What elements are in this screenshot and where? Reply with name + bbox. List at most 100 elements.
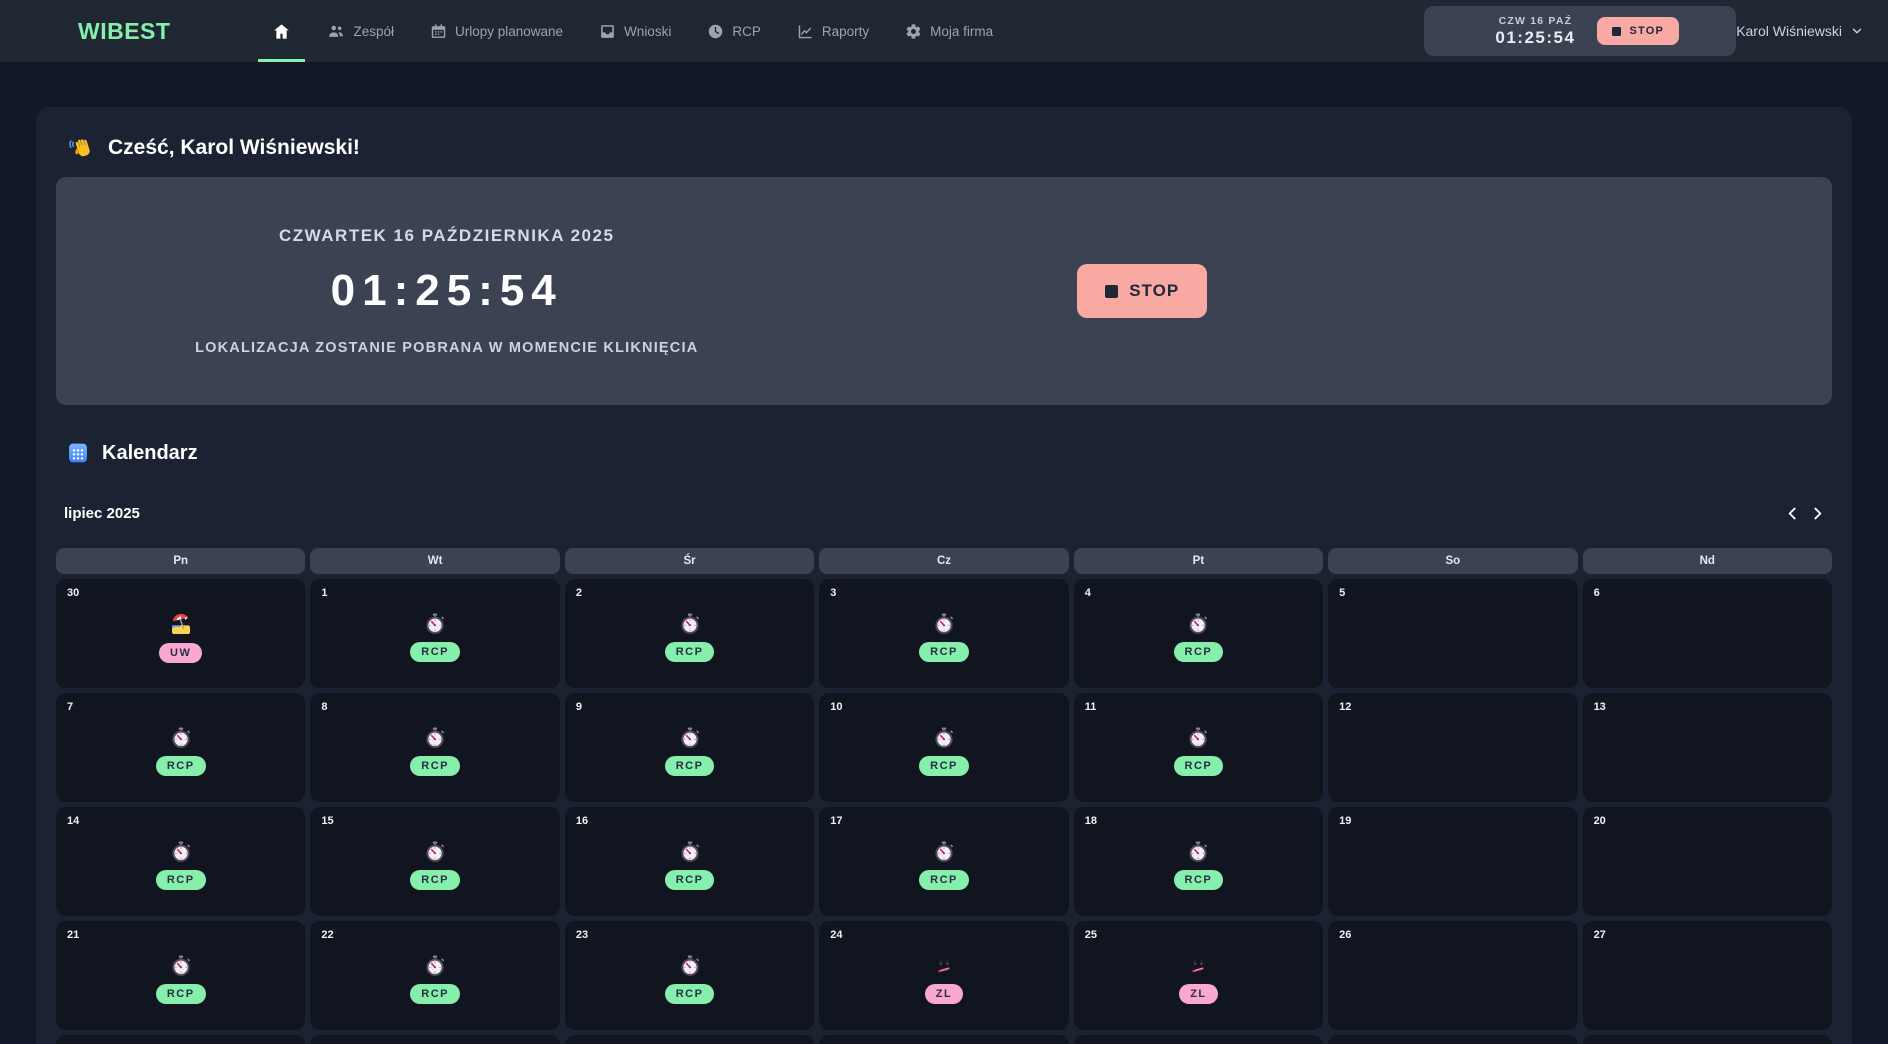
calendar-day-cell[interactable]: 3 RCP <box>819 579 1069 688</box>
calendar-day-cell[interactable]: 1 RCP <box>310 579 560 688</box>
timer-date-heading: CZWARTEK 16 PAŹDZIERNIKA 2025 <box>279 226 615 245</box>
nav-item-team[interactable]: Zespół <box>313 0 408 62</box>
stopwatch-icon <box>426 955 445 976</box>
beach-umbrella-icon <box>171 613 190 634</box>
event-badge: RCP <box>919 642 969 662</box>
calendar-day-cell[interactable]: 1 <box>1073 1035 1324 1044</box>
calendar-day-cell[interactable]: 4 RCP <box>1073 579 1324 688</box>
stopwatch-icon <box>1189 613 1208 634</box>
calendar-day-cell[interactable]: 20 <box>1582 807 1832 916</box>
calendar-day-cell[interactable]: 15 RCP <box>310 807 560 916</box>
calendar-day-cell[interactable]: 21 RCP <box>56 921 306 1030</box>
calendar-prev-button[interactable] <box>1782 503 1803 524</box>
weekday-row: Pn Wt Śr Cz Pt So Nd <box>56 548 1832 574</box>
calendar-day-cell[interactable]: 10 RCP <box>819 693 1069 802</box>
day-event: RCP <box>67 709 294 794</box>
calendar-day-cell[interactable]: 19 <box>1328 807 1578 916</box>
event-badge: RCP <box>410 870 460 890</box>
calendar-day-cell[interactable]: 3 <box>1582 1035 1832 1044</box>
calendar-day-cell[interactable]: 30 <box>564 1035 815 1044</box>
day-number: 13 <box>1593 701 1606 713</box>
nav-item-label: Wnioski <box>624 23 672 39</box>
calendar-day-cell[interactable]: 16 RCP <box>564 807 815 916</box>
weekday-header: Pn <box>56 548 306 574</box>
calendar-day-cell[interactable]: 6 <box>1582 579 1832 688</box>
day-event: ZL <box>1085 937 1312 1022</box>
stop-square-icon <box>1612 26 1622 36</box>
weekday-header: So <box>1328 548 1578 574</box>
nav-item-my-company[interactable]: Moja firma <box>891 0 1007 62</box>
calendar-day-cell[interactable]: 8 RCP <box>310 693 560 802</box>
stopwatch-icon <box>680 727 699 748</box>
day-event: RCP <box>67 937 294 1022</box>
event-badge: RCP <box>410 642 460 662</box>
day-number: 25 <box>1084 929 1097 941</box>
stop-button-navbar[interactable]: STOP <box>1597 17 1679 45</box>
calendar-day-cell[interactable]: 31 <box>819 1035 1069 1044</box>
sick-face-icon <box>934 956 954 976</box>
calendar-day-cell[interactable]: 2 <box>1328 1035 1578 1044</box>
calendar-day-cell[interactable]: 25 ZL <box>1073 921 1324 1030</box>
calendar-day-cell[interactable]: 22 RCP <box>310 921 560 1030</box>
event-badge: RCP <box>664 756 715 776</box>
event-badge: RCP <box>155 756 206 776</box>
stopwatch-icon <box>172 955 190 976</box>
nav-item-label: Moja firma <box>930 23 994 39</box>
calendar-next-button[interactable] <box>1807 503 1828 524</box>
calendar-day-cell[interactable]: 17 RCP <box>819 807 1069 916</box>
user-menu[interactable]: Karol Wiśniewski <box>1736 23 1868 39</box>
calendar-day-cell[interactable]: 26 <box>1328 921 1578 1030</box>
day-number: 26 <box>1339 929 1352 941</box>
nav-item-rcp[interactable]: RCP <box>693 0 775 62</box>
day-number: 17 <box>830 815 843 827</box>
nav-item-reports[interactable]: Raporty <box>783 0 883 62</box>
calendar-day-cell[interactable]: 12 <box>1328 693 1578 802</box>
home-icon <box>274 23 290 39</box>
calendar-day-cell[interactable]: 13 <box>1582 693 1832 802</box>
event-badge: RCP <box>410 756 460 776</box>
nav-item-home[interactable] <box>258 0 305 62</box>
day-number: 5 <box>1339 587 1346 599</box>
greeting-text: Cześć, Karol Wiśniewski! <box>108 135 360 159</box>
event-badge: RCP <box>919 756 969 776</box>
weekday-header: Pt <box>1073 548 1324 574</box>
calendar-day-cell[interactable]: 24 ZL <box>819 921 1069 1030</box>
chart-icon <box>798 24 812 38</box>
calendar-day-cell[interactable]: 7 RCP <box>56 693 306 802</box>
main-nav: Zespół Urlopy planowane Wnioski RCP <box>258 0 1007 62</box>
day-event: RCP <box>1085 595 1312 680</box>
calendar-day-cell[interactable]: 5 <box>1328 579 1578 688</box>
nav-item-requests[interactable]: Wnioski <box>585 0 685 62</box>
calendar-day-cell[interactable]: 9 RCP <box>564 693 815 802</box>
stop-button-label: STOP <box>1629 25 1664 37</box>
weekday-header: Nd <box>1582 548 1832 574</box>
calendar-day-cell[interactable]: 23 RCP <box>564 921 815 1030</box>
calendar-day-cell[interactable]: 14 RCP <box>56 807 306 916</box>
calendar-toolbar: lipiec 2025 <box>64 503 1828 524</box>
calendar-day-cell[interactable]: 27 <box>1582 921 1832 1030</box>
day-number: 2 <box>575 587 582 599</box>
stopwatch-icon <box>935 727 953 748</box>
calendar-day-cell[interactable]: 2 RCP <box>564 579 815 688</box>
stopwatch-icon <box>935 841 953 862</box>
stop-button-main[interactable]: STOP <box>1077 264 1208 318</box>
event-badge: UW <box>159 643 203 663</box>
day-number: 1 <box>321 587 328 599</box>
day-event: RCP <box>576 823 803 908</box>
stopwatch-icon <box>680 955 699 976</box>
event-badge: RCP <box>1173 642 1224 662</box>
chevron-down-icon <box>1852 28 1862 34</box>
calendar-day-cell[interactable]: 11 RCP <box>1073 693 1324 802</box>
timer-card: CZWARTEK 16 PAŹDZIERNIKA 2025 01:25:54 L… <box>56 177 1832 405</box>
day-event: RCP <box>576 937 803 1022</box>
nav-item-label: RCP <box>732 23 761 39</box>
stopwatch-icon <box>1189 841 1208 862</box>
calendar-day-cell[interactable]: 29 <box>310 1035 560 1044</box>
day-event: RCP <box>321 709 548 794</box>
nav-item-planned-leaves[interactable]: Urlopy planowane <box>416 0 577 62</box>
waving-hand-icon <box>69 139 90 157</box>
calendar-day-cell[interactable]: 28 <box>56 1035 306 1044</box>
event-badge: ZL <box>924 984 964 1004</box>
calendar-day-cell[interactable]: 30 UW <box>56 579 306 688</box>
calendar-day-cell[interactable]: 18 RCP <box>1073 807 1324 916</box>
